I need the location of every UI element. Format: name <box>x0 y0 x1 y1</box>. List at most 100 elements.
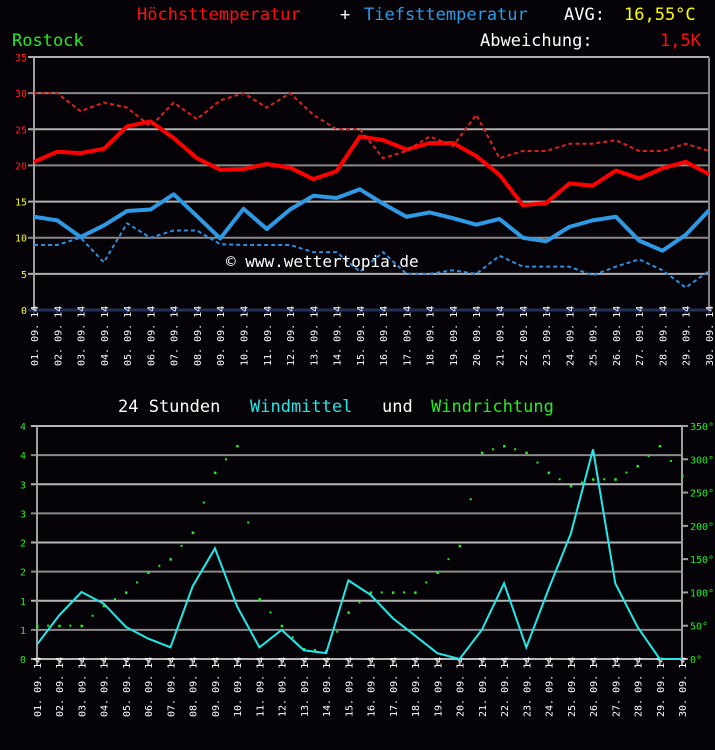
wind-direction-dot <box>113 598 116 601</box>
y-tick-label: 15 <box>15 198 27 209</box>
wind-direction-dot <box>480 451 484 455</box>
wind-direction-dot <box>547 471 551 475</box>
y-tick-label: 25 <box>15 125 27 136</box>
y-tick-label: 2 <box>20 568 26 579</box>
y-tick-label: 2 <box>20 539 26 550</box>
wind-direction-dot <box>402 591 405 594</box>
wind-direction-dot <box>69 624 72 627</box>
wind-direction-dot <box>336 630 339 633</box>
title-plus: + <box>340 5 351 25</box>
y-tick-label: 3 <box>20 480 26 491</box>
wind-title-prefix: 24 Stunden <box>118 397 221 417</box>
y-tick-label: 1 <box>20 626 26 637</box>
wind-direction-dot <box>681 474 684 478</box>
y2-tick-label: 150° <box>690 555 714 566</box>
y-tick-label: 30 <box>15 89 27 100</box>
x-tick-label: 03. 09. 14 <box>77 657 88 717</box>
x-tick-label: 24. 09. 14 <box>545 657 556 717</box>
x-tick-label: 07. 09. 14 <box>170 306 181 366</box>
wind-direction-dot <box>447 558 450 561</box>
x-tick-label: 10. 09. 14 <box>233 657 244 717</box>
x-tick-label: 09. 09. 14 <box>211 657 222 717</box>
wind-direction-dot <box>414 591 417 594</box>
x-tick-label: 18. 09. 14 <box>426 306 437 366</box>
x-tick-label: 20. 09. 14 <box>456 657 467 717</box>
x-tick-label: 21. 09. 14 <box>496 306 507 366</box>
wind-direction-dot <box>314 649 317 652</box>
wind-direction-dot <box>369 591 373 594</box>
avg-label: AVG: <box>564 5 605 25</box>
x-tick-label: 05. 09. 14 <box>122 657 133 717</box>
wind-title-und: und <box>382 397 413 417</box>
x-tick-label: 24. 09. 14 <box>565 306 576 366</box>
wind-direction-dot <box>180 544 183 547</box>
wind-direction-dot <box>80 624 83 628</box>
deviation-value: 1,5K <box>660 31 701 51</box>
wind-direction-dot <box>191 531 195 535</box>
x-tick-label: 16. 09. 14 <box>379 306 390 366</box>
wind-direction-dot <box>58 624 61 628</box>
wind-title-speed: Windmittel <box>250 397 353 417</box>
x-tick-label: 22. 09. 14 <box>519 306 530 366</box>
location-name: Rostock <box>12 31 84 51</box>
wind-direction-dot <box>669 459 672 462</box>
x-tick-label: 23. 09. 14 <box>522 657 533 717</box>
x-tick-label: 12. 09. 14 <box>278 657 289 717</box>
wind-direction-dot <box>225 458 228 461</box>
x-tick-label: 15. 09. 14 <box>344 657 355 717</box>
x-tick-label: 22. 09. 14 <box>500 657 511 717</box>
y2-tick-label: 250° <box>690 489 714 500</box>
watermark: © www.wettertopia.de <box>226 252 419 271</box>
x-tick-label: 11. 09. 14 <box>255 657 266 717</box>
wind-direction-dot <box>525 451 528 455</box>
x-tick-label: 19. 09. 14 <box>433 657 444 717</box>
title-min: Tiefsttemperatur <box>364 5 528 25</box>
avg-value: 16,55°C <box>624 5 696 25</box>
wind-direction-dot <box>503 444 506 448</box>
wind-direction-dot <box>436 571 439 574</box>
y-tick-label: 0 <box>21 306 27 317</box>
wind-direction-dot <box>136 581 139 584</box>
x-tick-label: 06. 09. 14 <box>146 306 157 366</box>
wind-direction-dot <box>247 521 250 524</box>
x-tick-label: 29. 09. 14 <box>682 306 693 366</box>
wind-direction-dot <box>380 591 383 594</box>
x-tick-label: 02. 09. 14 <box>55 657 66 717</box>
y2-tick-label: 100° <box>690 588 714 599</box>
x-tick-label: 06. 09. 14 <box>144 657 155 717</box>
wind-direction-dot <box>391 591 395 594</box>
series-windmittel <box>36 449 682 661</box>
title-max: Höchsttemperatur <box>137 5 301 25</box>
x-tick-label: 14. 09. 14 <box>333 306 344 366</box>
wind-direction-dot <box>636 464 640 468</box>
y-tick-label: 0 <box>20 655 26 666</box>
wind-direction-dot <box>213 471 217 475</box>
wind-direction-dot <box>158 564 161 567</box>
wind-direction-dot <box>236 444 239 448</box>
y2-tick-label: 300° <box>690 455 714 466</box>
x-tick-label: 07. 09. 14 <box>166 657 177 717</box>
y-tick-label: 4 <box>20 451 26 462</box>
y2-tick-label: 350° <box>690 422 714 433</box>
x-tick-label: 17. 09. 14 <box>389 657 400 717</box>
x-tick-label: 27. 09. 14 <box>611 657 622 717</box>
wind-direction-dot <box>258 598 261 601</box>
wind-direction-dot <box>202 501 205 504</box>
wind-direction-dot <box>102 604 106 608</box>
y-tick-label: 4 <box>20 422 26 433</box>
x-tick-label: 08. 09. 14 <box>193 306 204 366</box>
wind-direction-dot <box>291 636 294 639</box>
x-tick-label: 09. 09. 14 <box>216 306 227 366</box>
wind-direction-dot <box>592 478 595 481</box>
x-tick-label: 17. 09. 14 <box>402 306 413 366</box>
x-tick-label: 20. 09. 14 <box>472 306 483 366</box>
x-tick-label: 19. 09. 14 <box>449 306 460 366</box>
y-tick-label: 20 <box>15 161 27 172</box>
x-tick-label: 05. 09. 14 <box>123 306 134 366</box>
wind-direction-dot <box>647 454 650 457</box>
wind-direction-dot <box>124 591 128 594</box>
x-tick-label: 23. 09. 14 <box>542 306 553 366</box>
y2-tick-label: 0° <box>690 655 702 666</box>
x-tick-label: 03. 09. 14 <box>77 306 88 366</box>
wind-direction-dot <box>169 558 172 561</box>
